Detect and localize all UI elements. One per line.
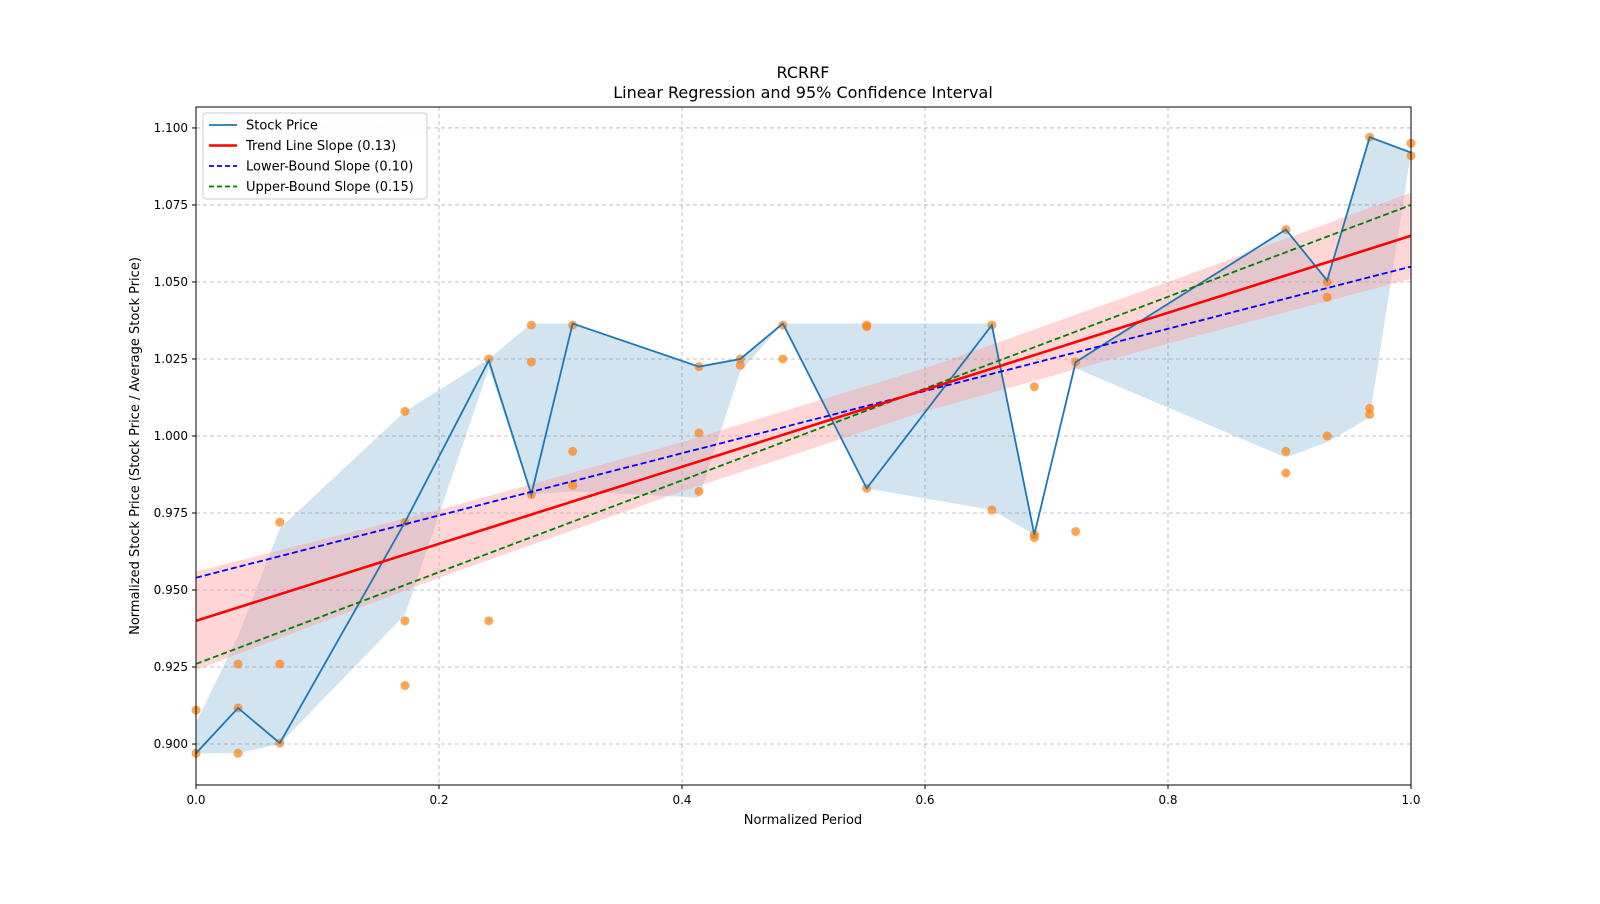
scatter-point — [275, 517, 285, 527]
x-tick-label: 1.0 — [1401, 793, 1420, 807]
y-tick-label: 1.025 — [154, 352, 188, 366]
scatter-point — [1281, 446, 1291, 456]
scatter-point — [1281, 468, 1291, 478]
scatter-point — [526, 320, 536, 330]
scatter-point — [1365, 409, 1375, 419]
legend-label: Stock Price — [246, 119, 318, 134]
scatter-point — [694, 428, 704, 438]
legend-label: Lower-Bound Slope (0.10) — [246, 160, 413, 175]
scatter-point — [400, 406, 410, 416]
scatter-point — [233, 748, 243, 758]
scatter-point — [400, 616, 410, 626]
plot-marks — [191, 132, 1416, 758]
y-tick-label: 0.975 — [154, 506, 188, 520]
y-tick-label: 0.900 — [154, 737, 188, 751]
y-axis-label: Normalized Stock Price (Stock Price / Av… — [128, 257, 143, 635]
scatter-point — [568, 446, 578, 456]
chart-subtitle: Linear Regression and 95% Confidence Int… — [613, 83, 993, 102]
lower-bound-line — [195, 265, 1412, 579]
axis-ticks: 0.0 0.2 0.4 0.6 0.8 1.0 0.900 0.925 0.950 0.975 1.… — [154, 121, 1421, 807]
legend-label: Trend Line Slope (0.13) — [245, 139, 396, 154]
scatter-point — [1322, 431, 1332, 441]
x-tick-label: 0.6 — [915, 793, 934, 807]
stock-price-line — [195, 136, 1412, 754]
legend-label: Upper-Bound Slope (0.15) — [246, 180, 414, 195]
y-tick-label: 0.950 — [154, 583, 188, 597]
legend: Stock Price Trend Line Slope (0.13) Lower-… — [202, 112, 428, 200]
x-tick-label: 0.2 — [429, 793, 448, 807]
scatter-point — [778, 354, 788, 364]
scatter-point — [275, 659, 285, 669]
y-tick-label: 0.925 — [154, 660, 188, 674]
x-tick-label: 0.0 — [186, 793, 205, 807]
scatter-point — [1071, 526, 1081, 536]
scatter-point — [735, 360, 745, 370]
plot-frame — [195, 106, 1412, 786]
legend-box — [202, 112, 428, 200]
y-tick-label: 1.100 — [154, 121, 188, 135]
scatter-point — [1029, 533, 1039, 543]
scatter-point — [400, 681, 410, 691]
confidence-interval-band — [196, 192, 1411, 671]
y-tick-label: 1.000 — [154, 429, 188, 443]
x-axis-label: Normalized Period — [744, 813, 862, 828]
scatter-point — [694, 486, 704, 496]
x-tick-label: 0.4 — [672, 793, 691, 807]
scatter-point — [568, 480, 578, 490]
trend-line — [195, 234, 1412, 623]
scatter-point — [862, 322, 872, 332]
scatter-point — [1029, 382, 1039, 392]
scatter-point — [233, 659, 243, 669]
scatter-point — [526, 357, 536, 367]
upper-bound-line — [195, 204, 1412, 665]
scatter-point — [1322, 292, 1332, 302]
scatter-point — [1322, 277, 1332, 287]
chart-title: RCRRF — [777, 63, 830, 82]
scatter-point — [484, 616, 494, 626]
y-tick-label: 1.050 — [154, 275, 188, 289]
y-tick-label: 1.075 — [154, 198, 188, 212]
scatter-point — [1365, 403, 1375, 413]
stock-price-band — [196, 137, 1411, 754]
scatter-point — [987, 505, 997, 515]
x-tick-label: 0.8 — [1158, 793, 1177, 807]
